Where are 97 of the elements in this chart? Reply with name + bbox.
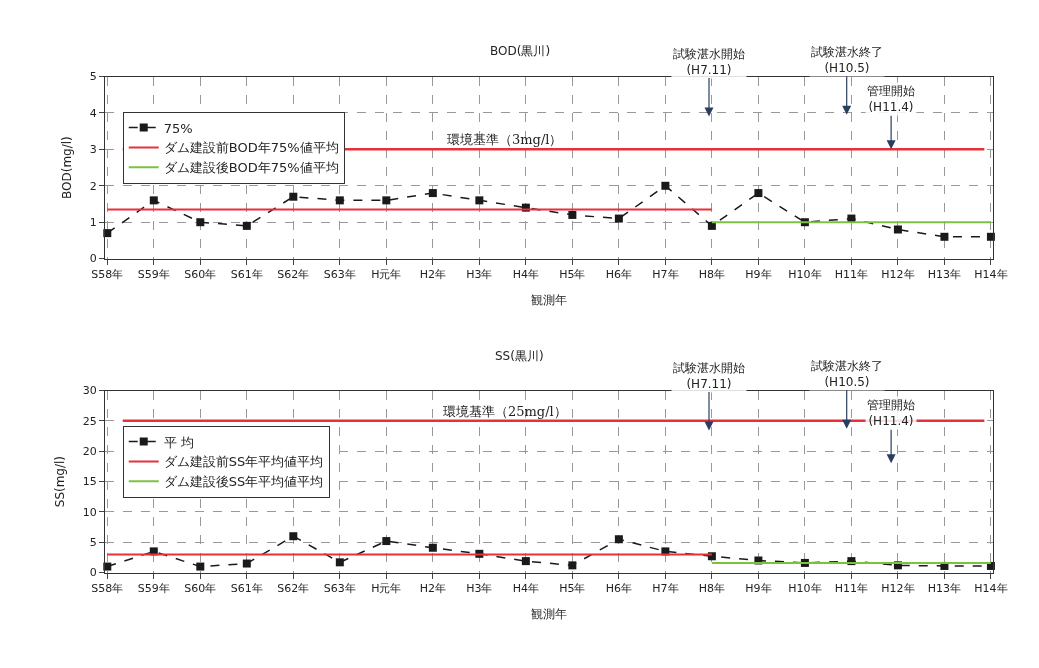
point bbox=[196, 562, 205, 571]
point bbox=[521, 557, 530, 566]
point bbox=[614, 535, 623, 544]
point bbox=[428, 543, 437, 552]
annotation: 管理開始 (H11.4) bbox=[867, 84, 915, 114]
y-tick-label: 20 bbox=[82, 445, 97, 459]
x-tick-label: S61年 bbox=[230, 581, 263, 595]
y-tick-label: 5 bbox=[89, 70, 97, 84]
y-tick-label: 10 bbox=[82, 505, 97, 519]
text: 試験湛水終了 (H10.5) bbox=[811, 359, 883, 389]
point bbox=[289, 532, 298, 541]
legend-label: ダム建設後BOD年75%値平均 bbox=[163, 160, 339, 176]
x-tick-label: S62年 bbox=[277, 267, 310, 281]
x-tick-label: H4年 bbox=[512, 267, 539, 281]
x-tick-label: H10年 bbox=[788, 581, 822, 595]
x-tick-label: H2年 bbox=[419, 267, 446, 281]
x-tick-label: S58年 bbox=[91, 267, 124, 281]
y-tick-label: 15 bbox=[82, 475, 97, 489]
x-tick-label: H10年 bbox=[788, 267, 822, 281]
point bbox=[661, 181, 670, 190]
x-tick-label: H13年 bbox=[927, 267, 962, 281]
x-tick-label: H12年 bbox=[881, 581, 915, 595]
annotation: 試験湛水開始 (H7.11) bbox=[673, 47, 745, 77]
legend-label: 75% bbox=[163, 120, 193, 136]
y-tick-label: 5 bbox=[89, 536, 97, 550]
text: 試験湛水終了 (H10.5) bbox=[811, 45, 883, 75]
legend-label: ダム建設前BOD年75%値平均 bbox=[163, 140, 339, 156]
x-tick-label: H5年 bbox=[559, 267, 586, 281]
y-tick-label: 0 bbox=[89, 252, 97, 266]
legend-label: ダム建設後SS年平均値平均 bbox=[163, 474, 324, 490]
x-tick-label: H6年 bbox=[605, 581, 633, 595]
y-tick-label: 30 bbox=[82, 384, 97, 398]
annotation: 管理開始 (H11.4) bbox=[867, 398, 915, 428]
point bbox=[382, 537, 391, 546]
x-tick-label: H元年 bbox=[371, 267, 402, 281]
x-tick-label: H14年 bbox=[974, 267, 1008, 281]
x-tick-label: H11年 bbox=[834, 267, 869, 281]
x-tick-label: H5年 bbox=[559, 581, 586, 595]
y-tick-label: 4 bbox=[89, 106, 97, 120]
annotation: 試験湛水開始 (H7.11) bbox=[673, 361, 745, 391]
x-tick-label: H3年 bbox=[466, 581, 493, 595]
x-tick-label: S63年 bbox=[323, 581, 356, 595]
x-tick-label: S63年 bbox=[323, 267, 356, 281]
point bbox=[614, 214, 623, 223]
x-tick-label: H8年 bbox=[698, 267, 726, 281]
point bbox=[475, 196, 484, 205]
point bbox=[893, 225, 902, 234]
x-tick-label: H2年 bbox=[419, 581, 446, 595]
point bbox=[196, 218, 205, 227]
point bbox=[289, 192, 298, 201]
y-tick-label: 3 bbox=[89, 143, 97, 157]
point bbox=[242, 221, 251, 230]
x-tick-label: H12年 bbox=[881, 267, 915, 281]
y-axis-title: BOD(mg/l) bbox=[60, 136, 75, 199]
x-tick-label: S62年 bbox=[277, 581, 310, 595]
x-tick-label: H4年 bbox=[512, 581, 539, 595]
ref-line-label: 環境基準（3mg/l） bbox=[447, 132, 563, 147]
x-tick-label: H9年 bbox=[745, 581, 772, 595]
point bbox=[568, 561, 577, 570]
y-axis-title: SS(mg/l) bbox=[53, 455, 68, 508]
point bbox=[335, 196, 344, 205]
chart-title: SS(黒川) bbox=[495, 349, 544, 363]
point bbox=[428, 189, 437, 198]
point bbox=[568, 210, 577, 219]
x-tick-label: H7年 bbox=[652, 581, 679, 595]
legend-label: ダム建設前SS年平均値平均 bbox=[163, 454, 324, 470]
x-tick-label: S58年 bbox=[91, 581, 124, 595]
x-tick-label: S59年 bbox=[137, 267, 170, 281]
legend-label: 平 均 bbox=[163, 434, 194, 450]
x-tick-label: H11年 bbox=[834, 581, 869, 595]
y-tick-label: 2 bbox=[89, 179, 97, 193]
point bbox=[149, 196, 158, 205]
x-tick-label: H元年 bbox=[371, 581, 402, 595]
x-tick-label: H6年 bbox=[605, 267, 633, 281]
y-tick-label: 1 bbox=[89, 216, 97, 230]
point bbox=[754, 189, 763, 198]
y-tick-label: 25 bbox=[82, 414, 97, 428]
x-tick-label: H3年 bbox=[466, 267, 493, 281]
x-axis-title: 観測年 bbox=[531, 292, 568, 307]
chart-title: BOD(黒川) bbox=[490, 44, 551, 58]
x-axis-title: 観測年 bbox=[531, 606, 568, 621]
x-tick-label: H8年 bbox=[698, 581, 726, 595]
point bbox=[940, 232, 949, 241]
x-tick-label: H13年 bbox=[927, 581, 962, 595]
point bbox=[335, 558, 344, 567]
x-tick-label: S59年 bbox=[137, 581, 170, 595]
x-tick-label: H9年 bbox=[745, 267, 772, 281]
y-tick-label: 0 bbox=[89, 566, 97, 580]
x-tick-label: S61年 bbox=[230, 267, 263, 281]
point bbox=[707, 221, 716, 230]
ref-line-label: 環境基準（25mg/l） bbox=[443, 404, 567, 419]
x-tick-label: S60年 bbox=[184, 267, 217, 281]
x-tick-label: S60年 bbox=[184, 581, 217, 595]
x-tick-label: H7年 bbox=[652, 267, 679, 281]
point bbox=[242, 559, 251, 568]
point bbox=[382, 196, 391, 205]
x-tick-label: H14年 bbox=[974, 581, 1008, 595]
